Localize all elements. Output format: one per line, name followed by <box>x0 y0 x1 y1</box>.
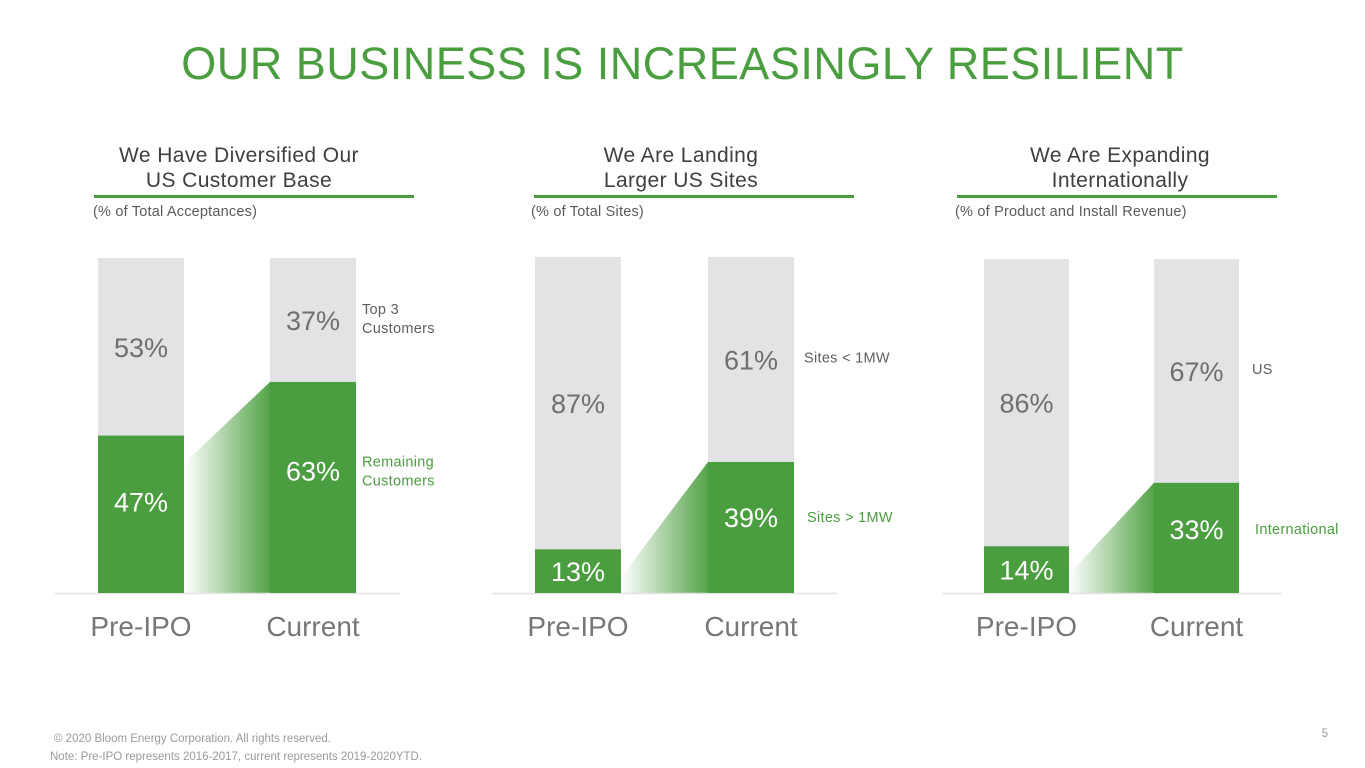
page-number: 5 <box>1321 728 1328 740</box>
bar-segment-international <box>984 546 1069 593</box>
bar-segment-us <box>984 259 1069 547</box>
series-legend-label: International <box>1255 522 1339 538</box>
bar-segment-top-3-customers <box>98 258 184 436</box>
panel-3-subnote: (% of Product and Install Revenue) <box>955 204 1187 220</box>
panel-2-heading-line2: Larger US Sites <box>603 169 759 192</box>
category-label: Current <box>1150 611 1244 642</box>
bar-segment-remaining-customers <box>98 435 184 593</box>
panel-3-rule <box>957 195 1277 198</box>
series-legend-label: Customers <box>362 474 435 490</box>
value-label: 87% <box>551 389 605 419</box>
series-legend-label: Sites > 1MW <box>807 510 893 526</box>
value-label: 14% <box>999 556 1053 586</box>
panel-1-chart: 53% 47% Pre-IPO 37% 63% Current Top 3 Customers… <box>55 258 435 642</box>
transition-gradient <box>1069 482 1154 593</box>
series-legend-label: Remaining <box>362 455 434 471</box>
panel-1-heading-line2: US Customer Base <box>145 169 333 192</box>
value-label: 61% <box>724 345 778 375</box>
panel-2-heading-line1: We Are Landing <box>603 144 759 167</box>
panel-1-heading-line1: We Have Diversified Our <box>119 144 359 167</box>
category-label: Current <box>704 611 798 642</box>
bar-segment-sites-1mw <box>708 257 794 462</box>
panel-1-rule <box>94 195 414 198</box>
footer-note: Note: Pre-IPO represents 2016-2017, curr… <box>50 751 423 763</box>
panel-2-subnote: (% of Total Sites) <box>531 204 644 220</box>
value-label: 37% <box>286 306 340 336</box>
panel-2-heading: We Are Landing Larger US Sites <box>506 143 856 193</box>
category-label: Pre-IPO <box>527 611 628 642</box>
value-label: 33% <box>1169 515 1223 545</box>
value-label: 53% <box>114 333 168 363</box>
value-label: 86% <box>999 389 1053 419</box>
category-label: Current <box>266 611 360 642</box>
panel-1-heading: We Have Diversified Our US Customer Base <box>64 143 414 193</box>
value-label: 63% <box>286 457 340 487</box>
panel-1-subnote: (% of Total Acceptances) <box>93 204 258 220</box>
panel-3-heading-line2: Internationally <box>1051 169 1189 192</box>
panel-3-heading: We Are Expanding Internationally <box>945 143 1295 193</box>
panel-3-heading-line1: We Are Expanding <box>1030 144 1210 167</box>
value-label: 39% <box>724 503 778 533</box>
category-label: Pre-IPO <box>90 611 191 642</box>
series-legend-label: Sites < 1MW <box>804 350 890 366</box>
bar-segment-remaining-customers <box>270 381 356 593</box>
bar-segment-sites-1mw <box>535 549 621 593</box>
value-label: 47% <box>114 488 168 518</box>
series-legend-label: US <box>1252 362 1273 378</box>
bar-segment-sites-1mw <box>535 257 621 550</box>
series-legend-label: Top 3 <box>362 302 399 318</box>
panel-3-chart: 86% 14% Pre-IPO 67% 33% Current US Internationa… <box>942 259 1339 642</box>
panel-2-rule <box>534 195 854 198</box>
value-label: 67% <box>1169 357 1223 387</box>
series-legend-label: Customers <box>362 321 435 337</box>
bar-segment-top-3-customers <box>270 258 356 382</box>
value-label: 13% <box>551 557 605 587</box>
transition-gradient <box>621 461 708 593</box>
category-label: Pre-IPO <box>976 611 1077 642</box>
bar-segment-sites-1mw <box>708 461 794 593</box>
page-title: OUR BUSINESS IS INCREASINGLY RESILIENT <box>181 38 1184 89</box>
footer-copyright: © 2020 Bloom Energy Corporation. All rig… <box>54 733 331 745</box>
panel-2-chart: 87% 13% Pre-IPO 61% 39% Current Sites < 1MW Sit… <box>492 257 893 642</box>
bar-segment-us <box>1154 259 1239 483</box>
transition-gradient <box>184 381 270 593</box>
bar-segment-international <box>1154 482 1239 593</box>
